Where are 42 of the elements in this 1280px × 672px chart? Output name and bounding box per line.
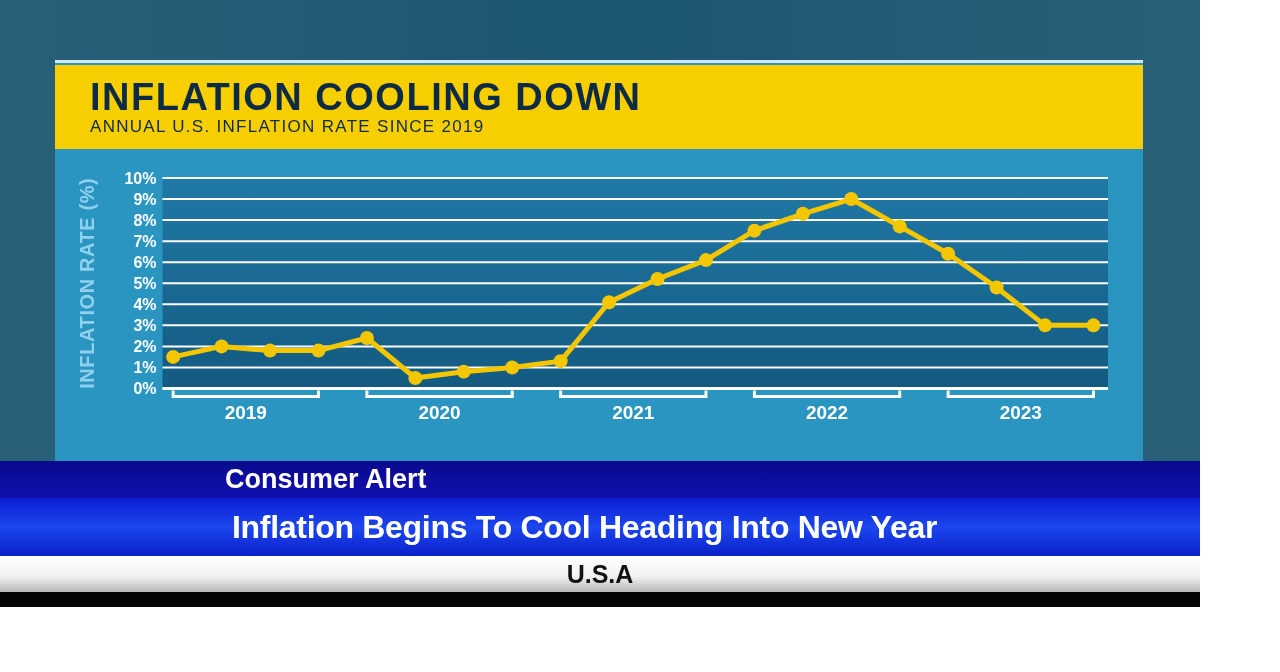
point bbox=[456, 364, 471, 379]
y-tick-label: 4% bbox=[133, 295, 157, 313]
x-tick-label: 2023 bbox=[999, 402, 1042, 423]
chart-subtitle: ANNUAL U.S. INFLATION RATE SINCE 2019 bbox=[90, 117, 485, 136]
point bbox=[553, 354, 568, 369]
point bbox=[214, 339, 229, 354]
x-tick-label: 2022 bbox=[805, 402, 849, 423]
y-tick-label: 1% bbox=[133, 359, 157, 377]
y-tick-label: 9% bbox=[133, 190, 157, 208]
y-tick-label: 3% bbox=[133, 317, 157, 335]
point bbox=[698, 253, 713, 268]
point bbox=[408, 370, 423, 385]
y-tick-label: 6% bbox=[133, 253, 157, 271]
point bbox=[844, 192, 859, 207]
y-tick-label: 0% bbox=[133, 380, 157, 398]
text: U.S.A bbox=[566, 559, 634, 589]
y-tick-label: 7% bbox=[133, 232, 157, 250]
y-tick-label: 5% bbox=[133, 274, 157, 292]
point bbox=[505, 360, 520, 375]
point bbox=[795, 206, 810, 221]
x-tick-label: 2021 bbox=[612, 402, 655, 423]
point bbox=[263, 343, 278, 358]
point bbox=[650, 272, 665, 287]
point bbox=[359, 330, 374, 345]
y-axis-title: INFLATION RATE (%) bbox=[76, 177, 99, 389]
y-tick-label: 10% bbox=[124, 169, 157, 187]
point bbox=[1038, 318, 1053, 333]
point bbox=[166, 349, 181, 364]
y-tick-label: 8% bbox=[133, 211, 157, 229]
point bbox=[602, 295, 617, 310]
x-tick-label: 2020 bbox=[418, 402, 461, 423]
y-tick-label: 2% bbox=[133, 338, 157, 356]
text: Consumer Alert bbox=[225, 463, 427, 496]
text: Inflation Begins To Cool Heading Into New Year bbox=[232, 508, 938, 546]
point bbox=[747, 223, 762, 238]
point bbox=[1086, 318, 1101, 333]
x-tick-label: 2019 bbox=[224, 402, 267, 423]
chart-title: INFLATION COOLING DOWN bbox=[90, 76, 642, 118]
point bbox=[941, 246, 956, 261]
point bbox=[892, 219, 907, 234]
point bbox=[311, 343, 326, 358]
point bbox=[989, 280, 1004, 295]
